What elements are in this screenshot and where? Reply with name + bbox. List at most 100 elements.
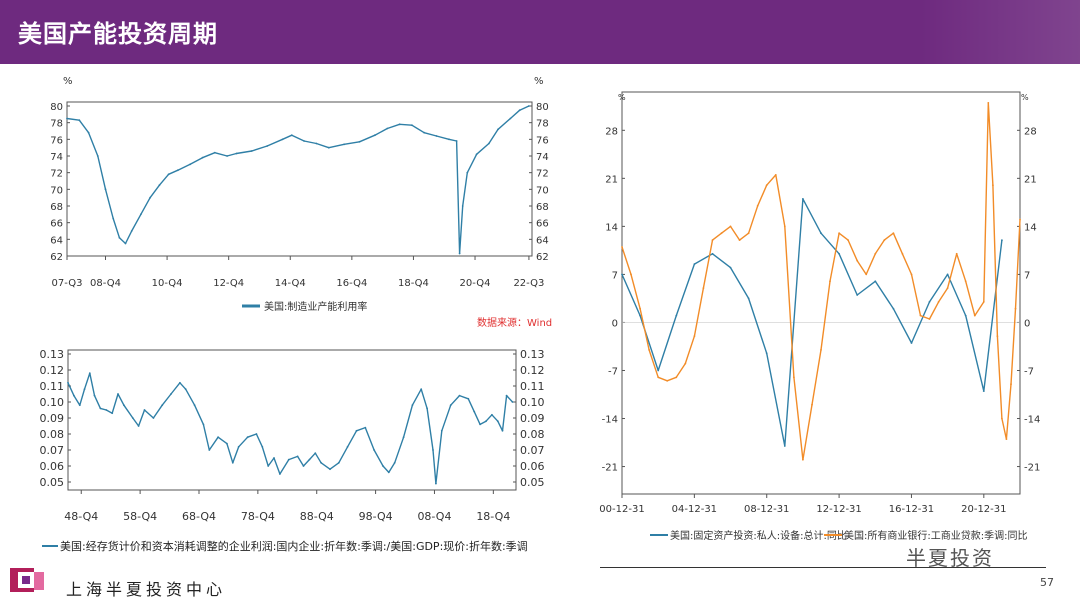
cap-unit-left: % [63, 76, 73, 87]
capex-ytick-left-0: -21 [602, 463, 618, 474]
capex-point-1-40 [982, 301, 985, 303]
cap-point-0-37 [461, 205, 464, 207]
cap-ytick-right-9: 80 [536, 102, 549, 113]
capex-point-0-20 [982, 390, 985, 392]
capex-point-1-1 [630, 273, 632, 276]
inv-ytick-right-3: 0.08 [520, 428, 545, 441]
capex-point-1-7 [684, 362, 687, 365]
inv-point-0-50 [426, 407, 428, 410]
capex-loans-chart: -21 -21 -14 -14 -7 -7 0 0 7 7 14 14 21 21 28 28 00-12-31… [599, 91, 1040, 542]
page-number: 57 [1040, 576, 1054, 589]
cap-point-0-11 [158, 184, 161, 187]
inv-point-0-47 [402, 436, 405, 439]
capex-xtick-5: 20-12-31 [961, 504, 1006, 515]
inv-ytick-left-2: 0.07 [40, 444, 65, 457]
cap-point-0-25 [327, 146, 330, 149]
cap-ytick-right-5: 72 [536, 169, 549, 180]
inv-ytick-left-6: 0.11 [40, 380, 65, 393]
inv-xtick-7: 18-Q4 [476, 510, 510, 523]
cap-ytick-left-3: 68 [50, 202, 63, 213]
inv-point-0-5 [93, 394, 96, 397]
cap-point-0-5 [112, 217, 115, 220]
footer-org-name: 上海半夏投资中心 [66, 580, 227, 599]
inv-point-0-33 [296, 455, 299, 458]
inv-series-line-0 [67, 372, 514, 485]
inv-ytick-left-0: 0.05 [40, 476, 65, 489]
capex-point-0-10 [802, 198, 804, 200]
capex-legend-a-label: 美国:固定资产投资:私人:设备:总计:同比 [670, 529, 847, 542]
inv-axes: 0.05 0.05 0.06 0.06 0.07 0.07 0.08 0.08 0.09 0.09… [40, 348, 545, 523]
capex-point-1-9 [702, 287, 705, 289]
capex-point-1-6 [675, 376, 678, 379]
capex-point-1-28 [874, 252, 877, 255]
cap-ytick-left-2: 66 [50, 219, 63, 230]
capex-point-1-23 [829, 280, 831, 283]
cap-source-note: 数据来源：Wind [477, 316, 552, 329]
cap-point-0-0 [66, 117, 68, 120]
capex-point-1-33 [919, 314, 922, 317]
capacity-utilization-chart: 62 62 64 64 66 66 68 68 70 70 72 72 74 74 76 76 78 78 80 80… [50, 76, 552, 329]
inv-ytick-left-5: 0.10 [40, 396, 65, 409]
cap-point-0-22 [290, 134, 293, 137]
inv-point-0-10 [123, 404, 125, 407]
cap-point-0-27 [358, 140, 361, 143]
inv-point-0-53 [440, 429, 443, 432]
capex-point-1-11 [720, 232, 723, 235]
cap-point-0-9 [140, 213, 142, 216]
cap-ytick-left-7: 76 [50, 135, 63, 146]
capex-point-1-2 [639, 307, 641, 310]
profit-gdp-ratio-chart: 0.05 0.05 0.06 0.06 0.07 0.07 0.08 0.08 0.09 0.09… [40, 348, 545, 553]
cap-point-0-13 [177, 169, 179, 172]
capex-ytick-right-3: 0 [1024, 318, 1030, 329]
cap-point-0-21 [281, 138, 284, 141]
inv-point-0-48 [411, 404, 414, 407]
cap-xtick-0: 07-Q3 [52, 278, 83, 289]
footer-brand: 半夏投资 [906, 546, 994, 570]
capex-point-1-0 [621, 246, 623, 248]
inv-point-0-51 [432, 449, 434, 451]
cap-ytick-left-5: 72 [50, 169, 63, 180]
capex-xtick-0: 00-12-31 [599, 504, 644, 515]
capex-point-1-34 [928, 318, 931, 320]
inv-point-0-35 [308, 458, 311, 461]
capex-axes: -21 -21 -14 -14 -7 -7 0 0 7 7 14 14 21 21 28 28 00-12-31… [599, 91, 1040, 515]
cap-point-0-6 [118, 236, 121, 239]
inv-ytick-right-8: 0.13 [520, 348, 545, 361]
capex-point-1-21 [811, 403, 813, 406]
capex-point-1-35 [937, 301, 940, 303]
capex-point-1-30 [892, 232, 895, 235]
inv-ytick-right-5: 0.10 [520, 396, 545, 409]
inv-point-0-44 [382, 465, 384, 467]
inv-point-0-24 [231, 461, 234, 464]
cap-plot-frame [66, 101, 533, 257]
inv-point-0-40 [346, 445, 349, 448]
capex-point-1-27 [865, 273, 868, 276]
inv-point-0-17 [179, 381, 181, 384]
capex-ytick-right-4: 7 [1024, 270, 1030, 281]
cap-ytick-right-3: 68 [536, 202, 549, 213]
inv-point-0-37 [320, 461, 322, 464]
inv-ytick-left-4: 0.09 [40, 412, 65, 425]
capex-ytick-right-0: -21 [1024, 463, 1040, 474]
capex-ytick-right-6: 21 [1024, 174, 1037, 185]
cap-xtick-4: 14-Q4 [275, 278, 306, 289]
inv-xtick-1: 58-Q4 [123, 510, 157, 523]
inv-xtick-2: 68-Q4 [182, 510, 216, 523]
cap-point-0-33 [435, 135, 438, 137]
inv-xtick-5: 98-Q4 [359, 510, 393, 523]
inv-point-0-2 [78, 404, 81, 407]
cap-point-0-1 [78, 119, 81, 122]
cap-point-0-24 [315, 142, 318, 145]
capex-unit-left: % [618, 93, 626, 102]
capex-point-1-19 [793, 376, 795, 379]
inv-point-0-54 [449, 404, 452, 407]
cap-point-0-8 [130, 230, 133, 232]
inv-point-0-3 [83, 388, 86, 391]
inv-point-0-32 [287, 458, 290, 461]
capex-point-0-0 [621, 273, 623, 276]
capex-point-0-2 [657, 369, 660, 372]
inv-point-0-62 [501, 429, 504, 432]
inv-xtick-6: 08-Q4 [417, 510, 451, 523]
capex-point-1-13 [738, 239, 741, 242]
cap-point-0-41 [497, 128, 499, 131]
